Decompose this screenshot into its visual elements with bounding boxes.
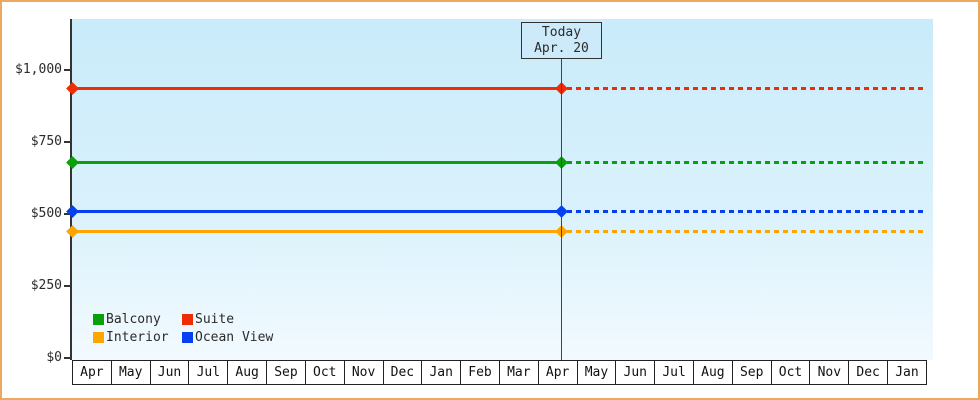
y-tick-mark [64, 213, 70, 215]
x-axis-month-cell: Jun [149, 360, 190, 385]
legend-swatch-icon [93, 331, 104, 343]
x-axis-month-cell: Jul [188, 360, 229, 385]
legend-label: Suite [195, 311, 235, 327]
x-axis-month-cell: Oct [770, 360, 811, 385]
x-axis-month-cell: Jan [887, 360, 927, 385]
price-line-solid-interior [72, 229, 562, 233]
plot-area [72, 19, 927, 360]
x-axis-month-cell: Apr [537, 360, 578, 385]
plot-area-right-edge [927, 19, 933, 360]
x-axis-month-cell: Oct [304, 360, 345, 385]
x-axis-month-cell: Dec [382, 360, 423, 385]
x-axis-month-cell: Mar [498, 360, 539, 385]
y-tick-mark [64, 357, 70, 359]
x-axis-month-cell: Sep [731, 360, 772, 385]
today-label: Today [541, 24, 582, 40]
y-axis-line [70, 19, 72, 360]
price-line-dotted-suite [567, 87, 927, 91]
y-tick-label: $1,000 [15, 62, 62, 77]
x-axis-month-cell: Feb [460, 360, 500, 385]
x-axis-month-cell: Aug [227, 360, 268, 385]
today-date-label: Apr. 20 [534, 40, 589, 56]
legend-swatch-icon [182, 331, 193, 343]
y-tick-mark [64, 141, 70, 143]
y-tick-mark [64, 69, 70, 71]
y-tick-mark [64, 285, 70, 287]
x-axis-month-cell: Dec [848, 360, 889, 385]
x-axis-month-cell: Apr [72, 360, 112, 385]
x-axis-month-cell: Aug [693, 360, 733, 385]
y-tick-label: $250 [30, 278, 62, 293]
price-line-solid-balcony [72, 160, 562, 164]
legend-swatch-icon [93, 313, 104, 325]
x-axis-month-cell: Nov [343, 360, 384, 385]
legend-item-balcony: Balcony [93, 311, 182, 327]
legend-label: Interior [106, 329, 169, 345]
legend-item-ocean-view: Ocean View [182, 329, 274, 345]
legend-label: Balcony [106, 311, 161, 327]
chart-legend: Balcony Suite Interior Ocean View [93, 311, 274, 345]
x-axis-month-cell: Jun [615, 360, 656, 385]
legend-item-suite: Suite [182, 311, 273, 327]
legend-swatch-icon [182, 313, 193, 325]
today-annotation-box: Today Apr. 20 [521, 22, 602, 59]
x-axis-month-cell: May [110, 360, 151, 385]
price-line-dotted-balcony [567, 160, 927, 164]
legend-label: Ocean View [195, 329, 274, 345]
x-axis-month-cell: Nov [809, 360, 850, 385]
price-line-dotted-ocean-view [567, 209, 927, 213]
x-axis-month-cell: Jul [654, 360, 694, 385]
x-axis-month-cell: May [576, 360, 617, 385]
price-line-solid-ocean-view [72, 209, 562, 213]
y-tick-label: $500 [30, 206, 62, 221]
y-tick-label: $750 [30, 134, 62, 149]
x-axis-month-cell: Sep [266, 360, 306, 385]
y-tick-label: $0 [46, 350, 62, 365]
x-axis-month-cell: Jan [421, 360, 462, 385]
price-line-dotted-interior [567, 229, 927, 233]
x-axis-month-band: Apr May Jun Jul Aug Sep Oct Nov Dec Jan Feb Mar Apr M… [72, 360, 927, 385]
legend-item-interior: Interior [93, 329, 182, 345]
price-line-solid-suite [72, 87, 562, 91]
today-vertical-line [561, 58, 562, 360]
